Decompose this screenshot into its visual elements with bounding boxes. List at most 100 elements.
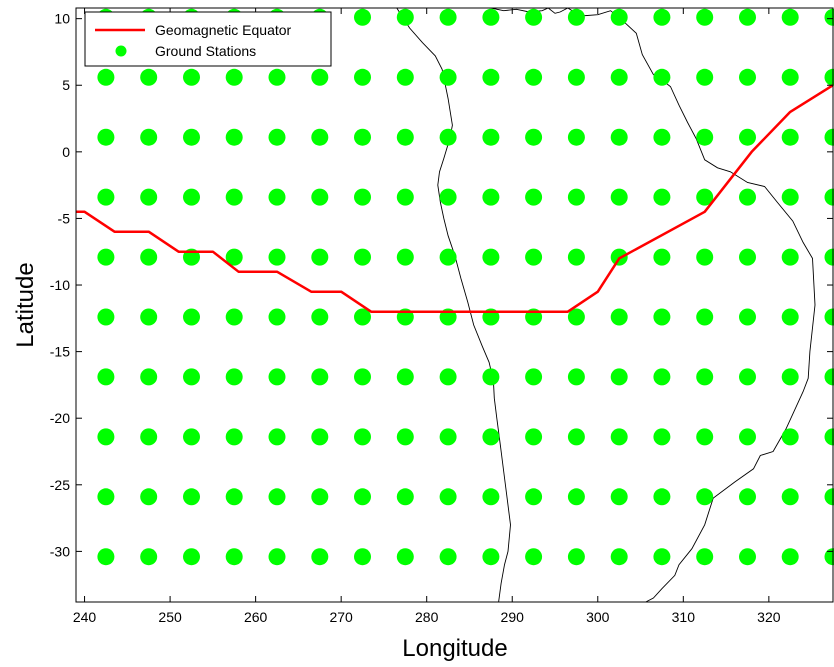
ground-station-point bbox=[439, 488, 457, 506]
ground-station-point bbox=[140, 488, 158, 506]
ground-station-point bbox=[525, 488, 543, 506]
ground-station-point bbox=[482, 68, 500, 86]
ground-station-point bbox=[824, 8, 834, 26]
x-tick-label: 250 bbox=[158, 609, 182, 625]
ground-station-point bbox=[311, 548, 329, 566]
ground-station-point bbox=[781, 308, 799, 326]
ground-station-point bbox=[396, 548, 414, 566]
ground-station-point bbox=[354, 188, 371, 206]
ground-station-point bbox=[567, 248, 585, 266]
ground-station-point bbox=[525, 248, 543, 266]
ground-station-point bbox=[225, 368, 243, 386]
y-tick-label: -10 bbox=[50, 277, 70, 293]
geomagnetic-equator-line bbox=[76, 84, 834, 313]
ground-station-point bbox=[439, 428, 457, 446]
ground-station-point bbox=[354, 428, 371, 446]
y-tick-label: 0 bbox=[62, 144, 70, 160]
ground-station-point bbox=[525, 128, 543, 146]
ground-station-point bbox=[567, 428, 585, 446]
ground-station-point bbox=[824, 368, 834, 386]
ground-station-point bbox=[567, 548, 585, 566]
ground-station-point bbox=[824, 68, 834, 86]
ground-station-point bbox=[97, 248, 115, 266]
legend-stations-label: Ground Stations bbox=[155, 43, 256, 59]
ground-station-point bbox=[97, 548, 115, 566]
ground-station-point bbox=[183, 548, 200, 566]
x-tick-label: 240 bbox=[73, 609, 97, 625]
ground-station-point bbox=[824, 548, 834, 566]
ground-station-point bbox=[183, 188, 200, 206]
ground-station-point bbox=[653, 428, 671, 446]
ground-station-point bbox=[183, 488, 200, 506]
ground-station-point bbox=[824, 248, 834, 266]
y-axis-title: Latitude bbox=[12, 262, 39, 347]
ground-station-point bbox=[696, 308, 714, 326]
ground-station-point bbox=[781, 488, 799, 506]
ground-station-point bbox=[225, 548, 243, 566]
ground-station-point bbox=[696, 548, 714, 566]
ground-station-point bbox=[653, 488, 671, 506]
ground-station-point bbox=[781, 68, 799, 86]
legend: Geomagnetic Equator Ground Stations bbox=[84, 11, 332, 67]
ground-station-point bbox=[567, 68, 585, 86]
ground-station-point bbox=[482, 128, 500, 146]
ground-station-point bbox=[653, 548, 671, 566]
ground-station-point bbox=[781, 8, 799, 26]
coastline-1 bbox=[490, 8, 816, 602]
ground-station-point bbox=[739, 488, 756, 506]
x-tick-label: 300 bbox=[586, 609, 610, 625]
ground-station-point bbox=[567, 128, 585, 146]
x-axis: 240 250 260 270 280 290 300 310 320 bbox=[73, 8, 781, 625]
ground-station-point bbox=[140, 428, 158, 446]
ground-station-point bbox=[610, 428, 628, 446]
ground-station-point bbox=[439, 548, 457, 566]
ground-station-point bbox=[610, 8, 628, 26]
ground-station-point bbox=[824, 128, 834, 146]
ground-station-point bbox=[739, 8, 756, 26]
y-tick-label: -15 bbox=[50, 344, 70, 360]
x-tick-label: 280 bbox=[415, 609, 439, 625]
ground-station-point bbox=[311, 488, 329, 506]
ground-station-point bbox=[140, 128, 158, 146]
ground-station-point bbox=[311, 68, 329, 86]
ground-station-point bbox=[268, 548, 286, 566]
ground-station-point bbox=[97, 188, 115, 206]
ground-station-point bbox=[439, 248, 457, 266]
ground-station-point bbox=[354, 68, 371, 86]
y-axis: 10 5 0 -5 -10 -15 -20 -25 -30 bbox=[50, 11, 833, 559]
ground-station-point bbox=[482, 248, 500, 266]
ground-station-point bbox=[311, 128, 329, 146]
ground-station-point bbox=[140, 308, 158, 326]
ground-station-point bbox=[354, 368, 371, 386]
y-tick-label: -30 bbox=[50, 543, 70, 559]
ground-station-point bbox=[97, 488, 115, 506]
ground-station-point bbox=[396, 8, 414, 26]
plot-background bbox=[76, 8, 834, 602]
ground-station-point bbox=[140, 188, 158, 206]
ground-station-point bbox=[653, 188, 671, 206]
ground-station-point bbox=[610, 188, 628, 206]
ground-station-point bbox=[824, 308, 834, 326]
ground-station-point bbox=[525, 368, 543, 386]
ground-station-point bbox=[354, 248, 371, 266]
ground-station-point bbox=[567, 8, 585, 26]
ground-station-point bbox=[482, 548, 500, 566]
ground-station-point bbox=[439, 128, 457, 146]
ground-station-point bbox=[225, 188, 243, 206]
ground-station-point bbox=[567, 308, 585, 326]
ground-station-point bbox=[140, 68, 158, 86]
ground-station-point bbox=[225, 68, 243, 86]
ground-station-point bbox=[739, 188, 756, 206]
ground-station-point bbox=[311, 428, 329, 446]
ground-station-point bbox=[610, 308, 628, 326]
ground-station-point bbox=[653, 248, 671, 266]
ground-station-point bbox=[610, 68, 628, 86]
ground-station-point bbox=[739, 368, 756, 386]
ground-station-point bbox=[225, 308, 243, 326]
ground-station-point bbox=[225, 428, 243, 446]
ground-station-point bbox=[396, 68, 414, 86]
ground-station-point bbox=[354, 548, 371, 566]
ground-station-point bbox=[311, 368, 329, 386]
ground-station-point bbox=[183, 428, 200, 446]
